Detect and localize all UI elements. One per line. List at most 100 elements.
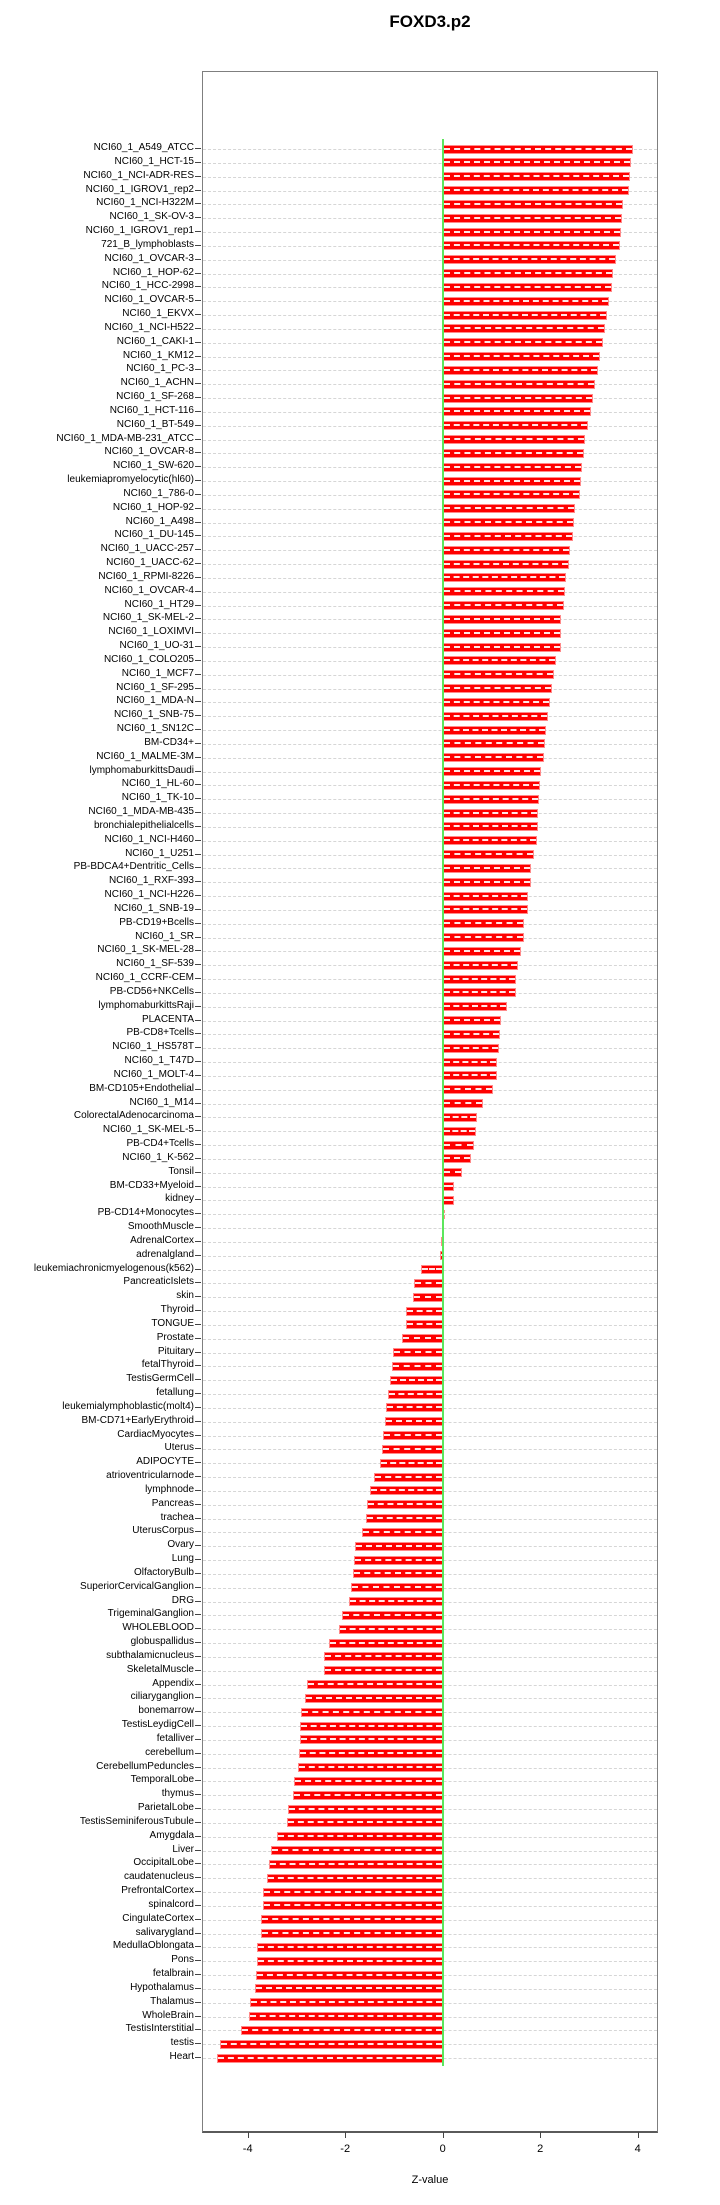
category-label: NCI60_1_MDA-MB-231_ATCC (56, 432, 194, 444)
bar-white-dash (257, 1959, 442, 1962)
bar-NCI60_1_NCI-H322M (442, 199, 624, 209)
bar-white-dash (258, 1945, 442, 1948)
category-label: CardiacMyocytes (117, 1428, 194, 1440)
bar-NCI60_1_M14 (442, 1099, 484, 1108)
bar-white-dash (288, 1807, 442, 1810)
y-tick (195, 853, 201, 855)
bar-NCI60_1_786-0 (442, 490, 580, 500)
y-tick (195, 1891, 201, 1893)
category-label: Ovary (167, 1539, 194, 1551)
y-tick (195, 549, 201, 551)
bar-white-dash (443, 161, 630, 164)
row-gridline (203, 1200, 657, 1202)
bar-leukemialymphoblastic(molt4) (386, 1403, 443, 1413)
y-tick (195, 2043, 201, 2045)
bar-white-dash (443, 1102, 483, 1104)
bar-white-dash (443, 299, 609, 302)
category-label: PB-CD14+Monocytes (97, 1207, 194, 1219)
bar-white-dash (443, 493, 579, 496)
bar-white-dash (392, 1364, 442, 1367)
category-label: NCI60_1_HCT-15 (114, 155, 194, 167)
bar-subthalamicnucleus (324, 1652, 443, 1662)
category-label: NCI60_1_COLO205 (103, 653, 194, 665)
row-gridline (203, 356, 657, 358)
row-gridline (203, 550, 657, 552)
category-label: NCI60_1_TK-10 (121, 792, 194, 804)
row-gridline (203, 301, 657, 303)
y-tick (195, 1240, 201, 1242)
category-label: NCI60_1_NCI-ADR-RES (83, 169, 194, 181)
x-axis-title: Z-value (411, 2174, 449, 2186)
y-tick (195, 646, 201, 647)
category-label: atrioventricularnode (106, 1470, 194, 1482)
bar-Appendix (307, 1680, 443, 1690)
bar-white-dash (443, 1185, 454, 1187)
bar-NCI60_1_NCI-ADR-RES (442, 172, 630, 182)
bar-OccipitalLobe (268, 1859, 443, 1869)
y-tick (195, 1379, 201, 1381)
row-gridline (203, 688, 657, 690)
bar-white-dash (295, 1779, 442, 1782)
bar-white-dash (443, 327, 604, 330)
y-tick (195, 618, 201, 620)
bar-white-dash (443, 880, 531, 883)
row-gridline (203, 564, 657, 565)
row-gridline (203, 1103, 657, 1105)
x-tick-label: -2 (340, 2143, 351, 2155)
category-label: NCI60_1_IGROV1_rep2 (85, 183, 194, 195)
category-label: NCI60_1_OVCAR-4 (104, 584, 194, 596)
category-label: NCI60_1_BT-549 (116, 418, 194, 430)
bar-white-dash (443, 285, 611, 288)
bar-white-dash (406, 1309, 442, 1312)
row-gridline (203, 771, 657, 773)
y-tick (195, 1061, 201, 1062)
bar-lymphomaburkittsDaudi (442, 767, 541, 776)
plot-area (202, 71, 658, 2133)
bar-white-dash (443, 1171, 462, 1174)
category-label: AdrenalCortex (130, 1234, 194, 1246)
y-tick (195, 2015, 201, 2017)
bar-PLACENTA (442, 1016, 502, 1025)
bar-ADIPOCYTE (380, 1458, 443, 1468)
x-tick-label: 2 (537, 2143, 544, 2155)
bar-white-dash (443, 410, 590, 413)
bar-NCI60_1_MCF7 (442, 670, 554, 680)
bar-white-dash (443, 770, 540, 772)
y-tick (195, 576, 201, 578)
bar-white-dash (249, 2015, 442, 2018)
y-tick (195, 867, 201, 869)
y-tick (195, 936, 201, 938)
bar-leukemiachronicmyelogenous(k562) (420, 1265, 443, 1275)
y-tick (195, 715, 201, 717)
category-label: OlfactoryBulb (133, 1566, 194, 1578)
bar-white-dash (443, 451, 584, 454)
category-label: UterusCorpus (132, 1525, 194, 1537)
bar-white-dash (350, 1600, 442, 1603)
row-gridline (203, 522, 657, 524)
bar-white-dash (269, 1862, 442, 1865)
category-label: caudatenucleus (123, 1871, 194, 1883)
bar-white-dash (263, 1904, 442, 1907)
y-tick (195, 1199, 201, 1201)
bar-PancreaticIslets (414, 1278, 443, 1288)
bar-white-dash (300, 1752, 442, 1755)
bar-white-dash (394, 1351, 442, 1354)
bar-white-dash (443, 700, 550, 703)
bar-white-dash (443, 189, 629, 191)
category-label: NCI60_1_HT29 (124, 598, 194, 610)
y-tick (195, 300, 201, 302)
category-label: NCI60_1_A498 (125, 515, 194, 527)
y-tick (195, 1821, 201, 1823)
category-label: ParietalLobe (137, 1802, 194, 1814)
category-label: NCI60_1_HS578T (112, 1041, 194, 1053)
y-tick (195, 1683, 201, 1685)
category-label: NCI60_1_IGROV1_rep1 (85, 225, 194, 236)
category-label: lymphomaburkittsDaudi (89, 764, 195, 776)
bar-NCI60_1_SF-539 (442, 960, 519, 970)
bar-trachea (366, 1514, 443, 1524)
category-label: fetalliver (156, 1732, 194, 1744)
bar-PB-CD8+Tcells (442, 1029, 500, 1039)
y-tick (195, 1600, 201, 1602)
x-tick-label: 0 (439, 2143, 446, 2155)
bar-NCI60_1_HS578T (442, 1043, 499, 1053)
